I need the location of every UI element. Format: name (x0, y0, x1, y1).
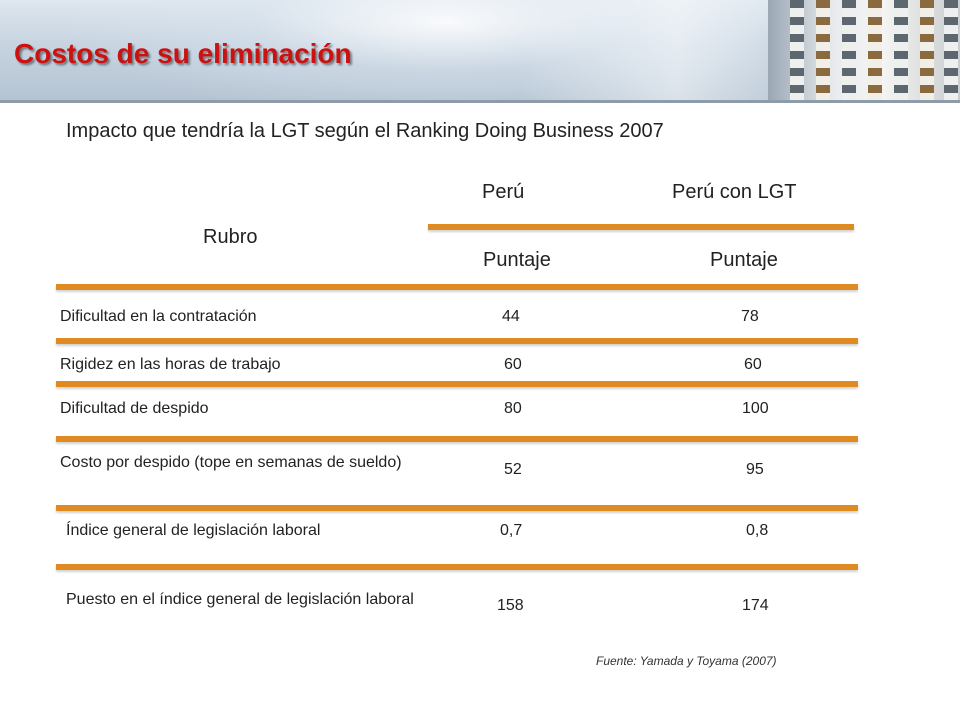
table-cell-peru-lgt: 95 (746, 461, 764, 478)
table-row-label: Índice general de legislación laboral (66, 522, 321, 539)
table-cell-peru-lgt: 100 (742, 400, 769, 417)
table-cell-peru-lgt: 174 (742, 597, 769, 614)
banner-bottom-line (0, 100, 960, 103)
table-rule (56, 381, 858, 387)
column-header-rubro: Rubro (203, 226, 258, 248)
table-cell-peru-lgt: 0,8 (746, 522, 769, 539)
column-header-peru: Perú (482, 181, 525, 203)
header-banner (0, 0, 960, 103)
building-image (768, 0, 960, 103)
table-rule (56, 436, 858, 442)
page-title: Costos de su eliminación (14, 38, 352, 69)
table-cell-peru: 158 (497, 597, 524, 614)
column-header-peru-lgt: Perú con LGT (672, 181, 797, 203)
table-row-label: Costo por despido (tope en semanas de su… (60, 454, 402, 471)
table-row-label: Dificultad en la contratación (60, 308, 257, 325)
table-row-label: Puesto en el índice general de legislaci… (66, 591, 414, 608)
table-cell-peru: 52 (504, 461, 522, 478)
table-cell-peru: 0,7 (500, 522, 523, 539)
table-cell-peru: 44 (502, 308, 520, 325)
column-header-puntaje-peru-lgt: Puntaje (710, 249, 778, 271)
table-cell-peru-lgt: 78 (741, 308, 759, 325)
table-cell-peru-lgt: 60 (744, 356, 762, 373)
table-cell-peru: 60 (504, 356, 522, 373)
table-row-label: Rigidez en las horas de trabajo (60, 356, 281, 373)
table-rule (56, 284, 858, 290)
source-note: Fuente: Yamada y Toyama (2007) (596, 654, 777, 668)
table-cell-peru: 80 (504, 400, 522, 417)
column-header-puntaje-peru: Puntaje (483, 249, 551, 271)
table-rule (56, 338, 858, 344)
header-rule-top (428, 224, 854, 230)
banner-haze (520, 0, 780, 103)
table-subtitle: Impacto que tendría la LGT según el Rank… (66, 120, 664, 142)
table-rule (56, 564, 858, 570)
table-rule (56, 505, 858, 511)
table-row-label: Dificultad de despido (60, 400, 209, 417)
